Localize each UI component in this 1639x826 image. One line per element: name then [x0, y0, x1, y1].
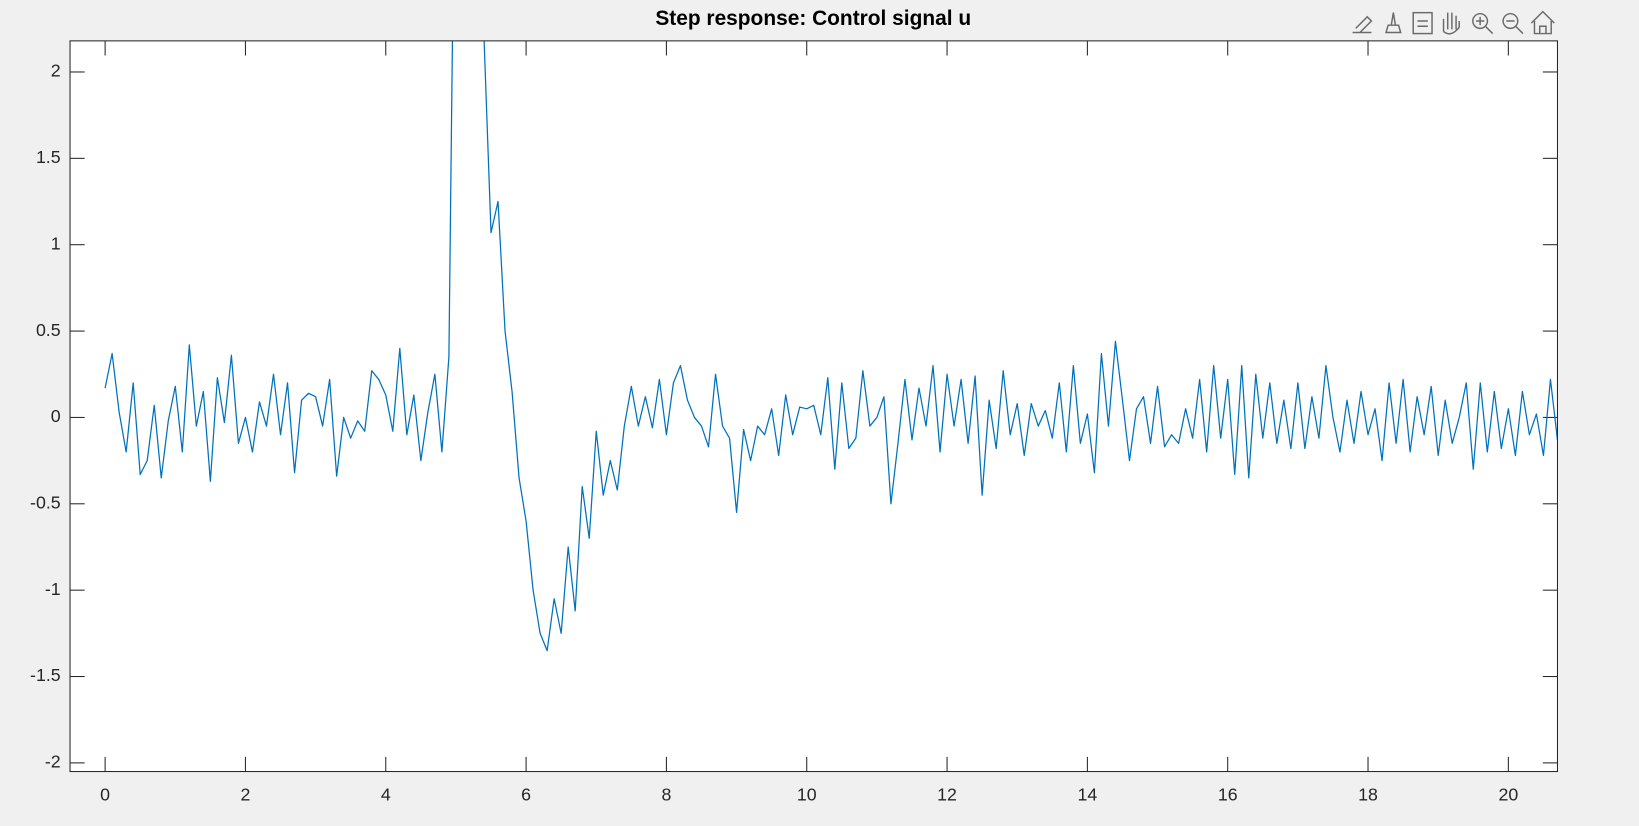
brush-button[interactable] — [1385, 12, 1402, 34]
pan-button[interactable] — [1442, 12, 1460, 35]
x-tick-label: 20 — [1498, 784, 1518, 804]
signal-line — [104, 40, 1558, 652]
axes-box — [69, 40, 1558, 773]
home-button[interactable] — [1530, 10, 1555, 35]
x-tick-label: 8 — [661, 784, 671, 804]
y-tick-label: -0.5 — [30, 492, 61, 512]
zoom-out-button[interactable] — [1502, 12, 1524, 35]
y-tick-label: -1.5 — [30, 665, 61, 685]
x-tick-label: 6 — [521, 784, 531, 804]
y-tick-label: -2 — [45, 752, 61, 772]
y-tick-label: 0 — [51, 406, 61, 426]
chart-title: Step response: Control signal u — [655, 7, 971, 30]
toolbar — [1352, 10, 1555, 35]
ticks: 0 2 4 6 8 10 12 14 16 18 20 -2 -1.5 -1 -0.5 0 0.5 1 1.5 2 — [30, 40, 1558, 804]
export-button[interactable] — [1352, 15, 1373, 34]
x-tick-label: 0 — [100, 784, 110, 804]
y-tick-label: 1.5 — [36, 147, 61, 167]
y-tick-label: -1 — [45, 579, 61, 599]
x-tick-label: 4 — [381, 784, 391, 804]
datatip-button[interactable] — [1412, 11, 1433, 35]
y-tick-label: 0.5 — [36, 320, 61, 340]
x-tick-label: 10 — [797, 784, 817, 804]
y-tick-label: 1 — [51, 233, 61, 253]
zoom-in-button[interactable] — [1472, 12, 1494, 35]
plot-area — [104, 40, 1558, 652]
x-tick-label: 14 — [1078, 784, 1098, 804]
x-tick-label: 12 — [937, 784, 957, 804]
x-tick-label: 16 — [1218, 784, 1238, 804]
x-tick-label: 18 — [1358, 784, 1378, 804]
x-tick-label: 2 — [241, 784, 251, 804]
y-tick-label: 2 — [51, 61, 61, 81]
